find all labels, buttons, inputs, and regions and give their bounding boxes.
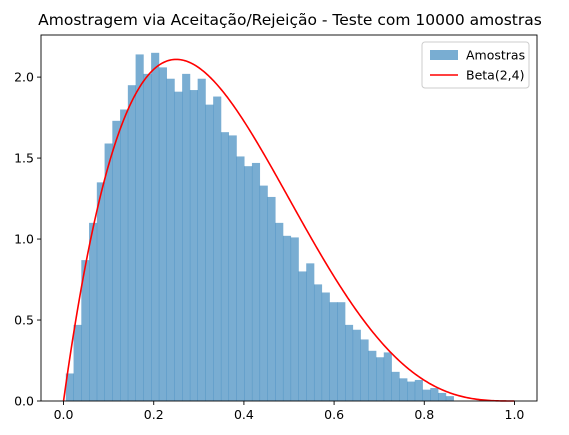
histogram-bar [422, 389, 431, 401]
x-tick-label: 0.8 [414, 407, 434, 422]
histogram-bar [228, 135, 237, 401]
histogram-bar [438, 392, 447, 401]
histogram-bar [267, 196, 276, 401]
histogram-bar [391, 371, 400, 401]
x-tick-label: 0.0 [54, 407, 74, 422]
histogram-bars [65, 52, 454, 402]
legend-swatch-amostras [430, 50, 458, 60]
histogram-bar [73, 324, 82, 401]
histogram-bar [306, 263, 315, 401]
histogram-bar [329, 302, 338, 401]
x-tick-label: 0.6 [324, 407, 344, 422]
histogram-bar [104, 143, 113, 401]
histogram-bar [236, 156, 245, 401]
histogram-bar [282, 235, 292, 401]
axes: 0.0 0.2 0.4 0.6 0.8 1.0 0.0 0.5 1.0 1.5 2.0 [14, 34, 538, 422]
histogram-bar [65, 373, 74, 401]
legend-label-amostras: Amostras [466, 48, 525, 63]
histogram-bar [182, 73, 191, 402]
histogram-bar [127, 85, 136, 401]
histogram-bar [251, 162, 261, 401]
histogram-bar [135, 54, 144, 402]
histogram-bar [197, 78, 206, 401]
histogram-bar [189, 90, 198, 401]
histogram-bar [220, 132, 230, 402]
legend-label-beta: Beta(2,4) [466, 68, 524, 83]
histogram-bar [407, 381, 416, 401]
histogram-bar [143, 73, 152, 402]
y-tick-label: 0.5 [14, 313, 34, 328]
legend: Amostras Beta(2,4) [421, 41, 530, 89]
histogram-bar [368, 350, 377, 401]
y-tick-label: 1.5 [14, 151, 34, 166]
histogram-bar [81, 260, 90, 401]
histogram-bar [360, 339, 369, 401]
x-tick-label: 0.2 [144, 407, 164, 422]
y-tick-label: 0.0 [14, 394, 34, 409]
histogram-bar [445, 396, 454, 401]
histogram-bar [275, 222, 284, 401]
histogram-bar [120, 109, 129, 401]
histogram-bar [321, 292, 330, 401]
histogram-bar [166, 78, 175, 401]
histogram-bar [345, 324, 354, 401]
histogram-bar [213, 96, 222, 401]
histogram-bar [151, 52, 160, 402]
histogram-bar [414, 379, 423, 401]
histogram-bar [89, 222, 98, 401]
histogram-bar [430, 388, 439, 401]
histogram-bar [383, 352, 392, 401]
histogram-bar [313, 284, 323, 401]
histogram-bar [352, 329, 361, 401]
histogram-bar [244, 166, 253, 401]
histogram-bar [376, 357, 385, 401]
x-tick-label: 0.4 [234, 407, 254, 422]
histogram-bar [259, 185, 268, 401]
chart-title: Amostragem via Aceitação/Rejeição - Test… [38, 11, 542, 29]
histogram-bar [337, 302, 346, 401]
beta-pdf-line [62, 58, 515, 402]
histogram-bar [96, 182, 105, 401]
histogram-bar [112, 120, 121, 401]
y-tick-label: 2.0 [14, 70, 34, 85]
y-tick-label: 1.0 [14, 232, 34, 247]
histogram-bar [298, 271, 307, 401]
histogram-bar [205, 104, 214, 401]
histogram-bar [174, 91, 183, 402]
histogram-bar [158, 67, 167, 401]
plot-frame [40, 34, 538, 402]
histogram-bar [399, 378, 408, 401]
x-tick-label: 1.0 [505, 407, 525, 422]
histogram-bar [290, 237, 299, 401]
